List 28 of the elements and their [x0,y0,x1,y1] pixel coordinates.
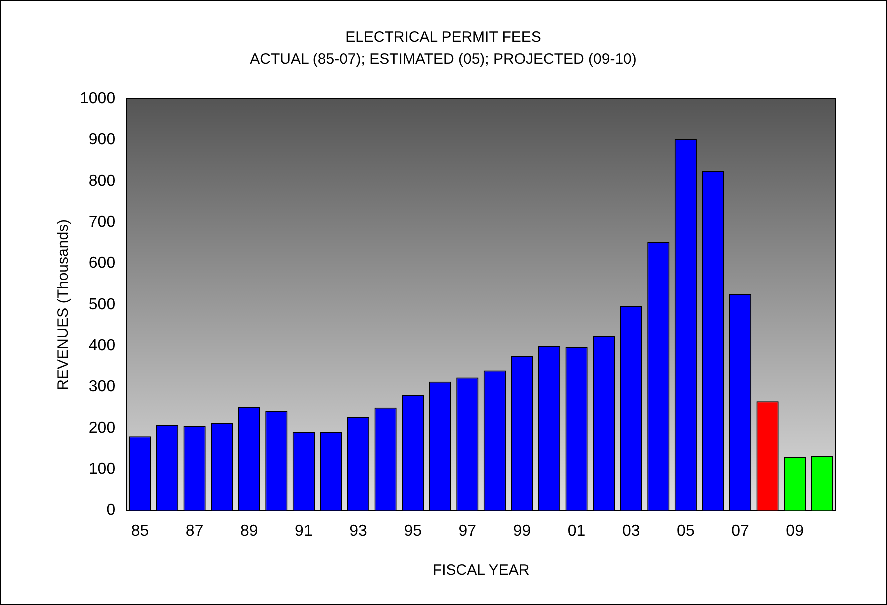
x-tick-label: 89 [240,522,258,540]
x-tick-label: 07 [732,522,750,540]
x-tick-label: 87 [186,522,204,540]
x-axis-title: FISCAL YEAR [432,562,530,580]
y-tick-label: 1000 [80,90,116,108]
x-tick-label: 01 [568,522,586,540]
x-tick-label: 99 [513,522,532,540]
x-tick-label: 91 [295,522,313,540]
y-axis-title: REVENUES (Thousands) [55,219,72,390]
x-tick-label: 85 [131,522,150,540]
x-tick-label: 05 [677,522,695,540]
chart-title: ELECTRICAL PERMIT FEES [346,29,542,46]
y-tick-label: 0 [106,502,116,520]
y-tick-label: 300 [88,378,116,396]
x-tick-label: 95 [404,522,422,540]
x-tick-label: 97 [458,522,477,540]
x-tick-label: 93 [350,522,368,540]
y-tick-label: 700 [88,214,116,231]
y-tick-label: 600 [88,255,116,272]
y-tick-label: 500 [88,296,116,314]
y-tick-label: 900 [88,132,116,149]
y-tick-label: 800 [88,172,116,190]
y-tick-label: 100 [88,461,116,478]
x-tick-label: 03 [622,522,640,540]
y-tick-label: 200 [88,420,116,437]
x-tick-label: 09 [786,522,804,540]
y-tick-label: 400 [88,337,116,354]
chart-subtitle: ACTUAL (85-07); ESTIMATED (05); PROJECTED (09-10) [250,51,637,68]
